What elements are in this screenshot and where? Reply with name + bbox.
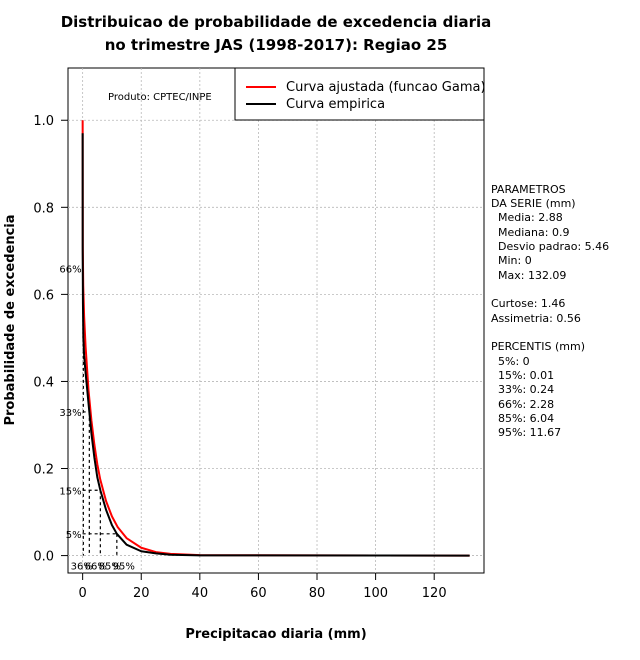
product-label: Produto: CPTEC/INPE	[108, 92, 212, 103]
percentile-85: 85%: 6.04	[498, 412, 554, 425]
stats-header: PARAMETROS	[491, 183, 566, 196]
y-tick-label: 0.0	[33, 550, 54, 565]
percentile-66: 66%: 2.28	[498, 398, 554, 411]
stat-skewness: Assimetria: 0.56	[491, 312, 581, 325]
percentile-markers: 5%15%33%66%36%66%85%95%	[59, 264, 134, 572]
percentile-x-label: 66%	[85, 562, 107, 573]
x-tick-label: 60	[250, 586, 267, 601]
stats-panel: PARAMETROS DA SERIE (mm) Media: 2.88 Med…	[491, 183, 609, 439]
y-tick-label: 0.2	[33, 463, 54, 478]
percentile-33: 33%: 0.24	[498, 383, 554, 396]
x-tick-label: 0	[79, 586, 87, 601]
percentile-y-label: 5%	[66, 530, 82, 541]
x-tick-label: 20	[133, 586, 150, 601]
x-tick-label: 120	[422, 586, 447, 601]
x-tick-label: 40	[192, 586, 209, 601]
legend-label-fitted: Curva ajustada (funcao Gama)	[286, 80, 486, 95]
percentile-x-label: 85%	[99, 562, 121, 573]
stat-max: Max: 132.09	[498, 269, 566, 282]
percentile-15: 15%: 0.01	[498, 369, 554, 382]
percentiles-header: PERCENTIS (mm)	[491, 340, 585, 353]
percentile-95: 95%: 11.67	[498, 426, 561, 439]
stat-median: Mediana: 0.9	[498, 226, 569, 239]
percentile-drops	[82, 337, 118, 556]
stat-kurtosis: Curtose: 1.46	[491, 297, 565, 310]
percentile-x-label: 95%	[113, 562, 135, 573]
y-axis: 0.0 0.2 0.4 0.6 0.8 1.0	[33, 114, 68, 565]
y-tick-label: 0.6	[33, 288, 54, 303]
x-axis-label: Precipitacao diaria (mm)	[185, 627, 366, 642]
percentile-5: 5%: 0	[498, 355, 530, 368]
percentile-y-label: 15%	[59, 486, 81, 497]
fitted-gamma-curve	[81, 120, 470, 557]
percentile-y-label: 66%	[59, 264, 81, 275]
x-tick-label: 80	[309, 586, 326, 601]
x-axis: 0 20 40 60 80 100 120	[79, 573, 447, 601]
y-tick-label: 0.8	[33, 201, 54, 216]
stat-stdev: Desvio padrao: 5.46	[498, 240, 609, 253]
percentile-y-label: 33%	[59, 408, 81, 419]
legend-box	[234, 67, 485, 121]
plot-area	[67, 67, 485, 574]
y-tick-label: 1.0	[33, 114, 54, 129]
series-lines	[81, 120, 470, 557]
stat-mean: Media: 2.88	[498, 211, 563, 224]
y-tick-label: 0.4	[33, 375, 54, 390]
grid	[68, 68, 484, 573]
legend: Curva ajustada (funcao Gama) Curva empir…	[234, 67, 486, 121]
x-tick-label: 100	[363, 586, 388, 601]
y-axis-label: Probabilidade de excedencia	[3, 214, 18, 425]
stat-min: Min: 0	[498, 254, 532, 267]
empirical-curve	[81, 133, 470, 557]
stats-subheader: DA SERIE (mm)	[491, 197, 576, 210]
chart-title: Distribuicao de probabilidade de exceden…	[61, 13, 492, 31]
chart-subtitle: no trimestre JAS (1998-2017): Regiao 25	[105, 36, 448, 54]
legend-label-empirical: Curva empirica	[286, 97, 385, 112]
percentile-x-label: 36%	[71, 562, 93, 573]
